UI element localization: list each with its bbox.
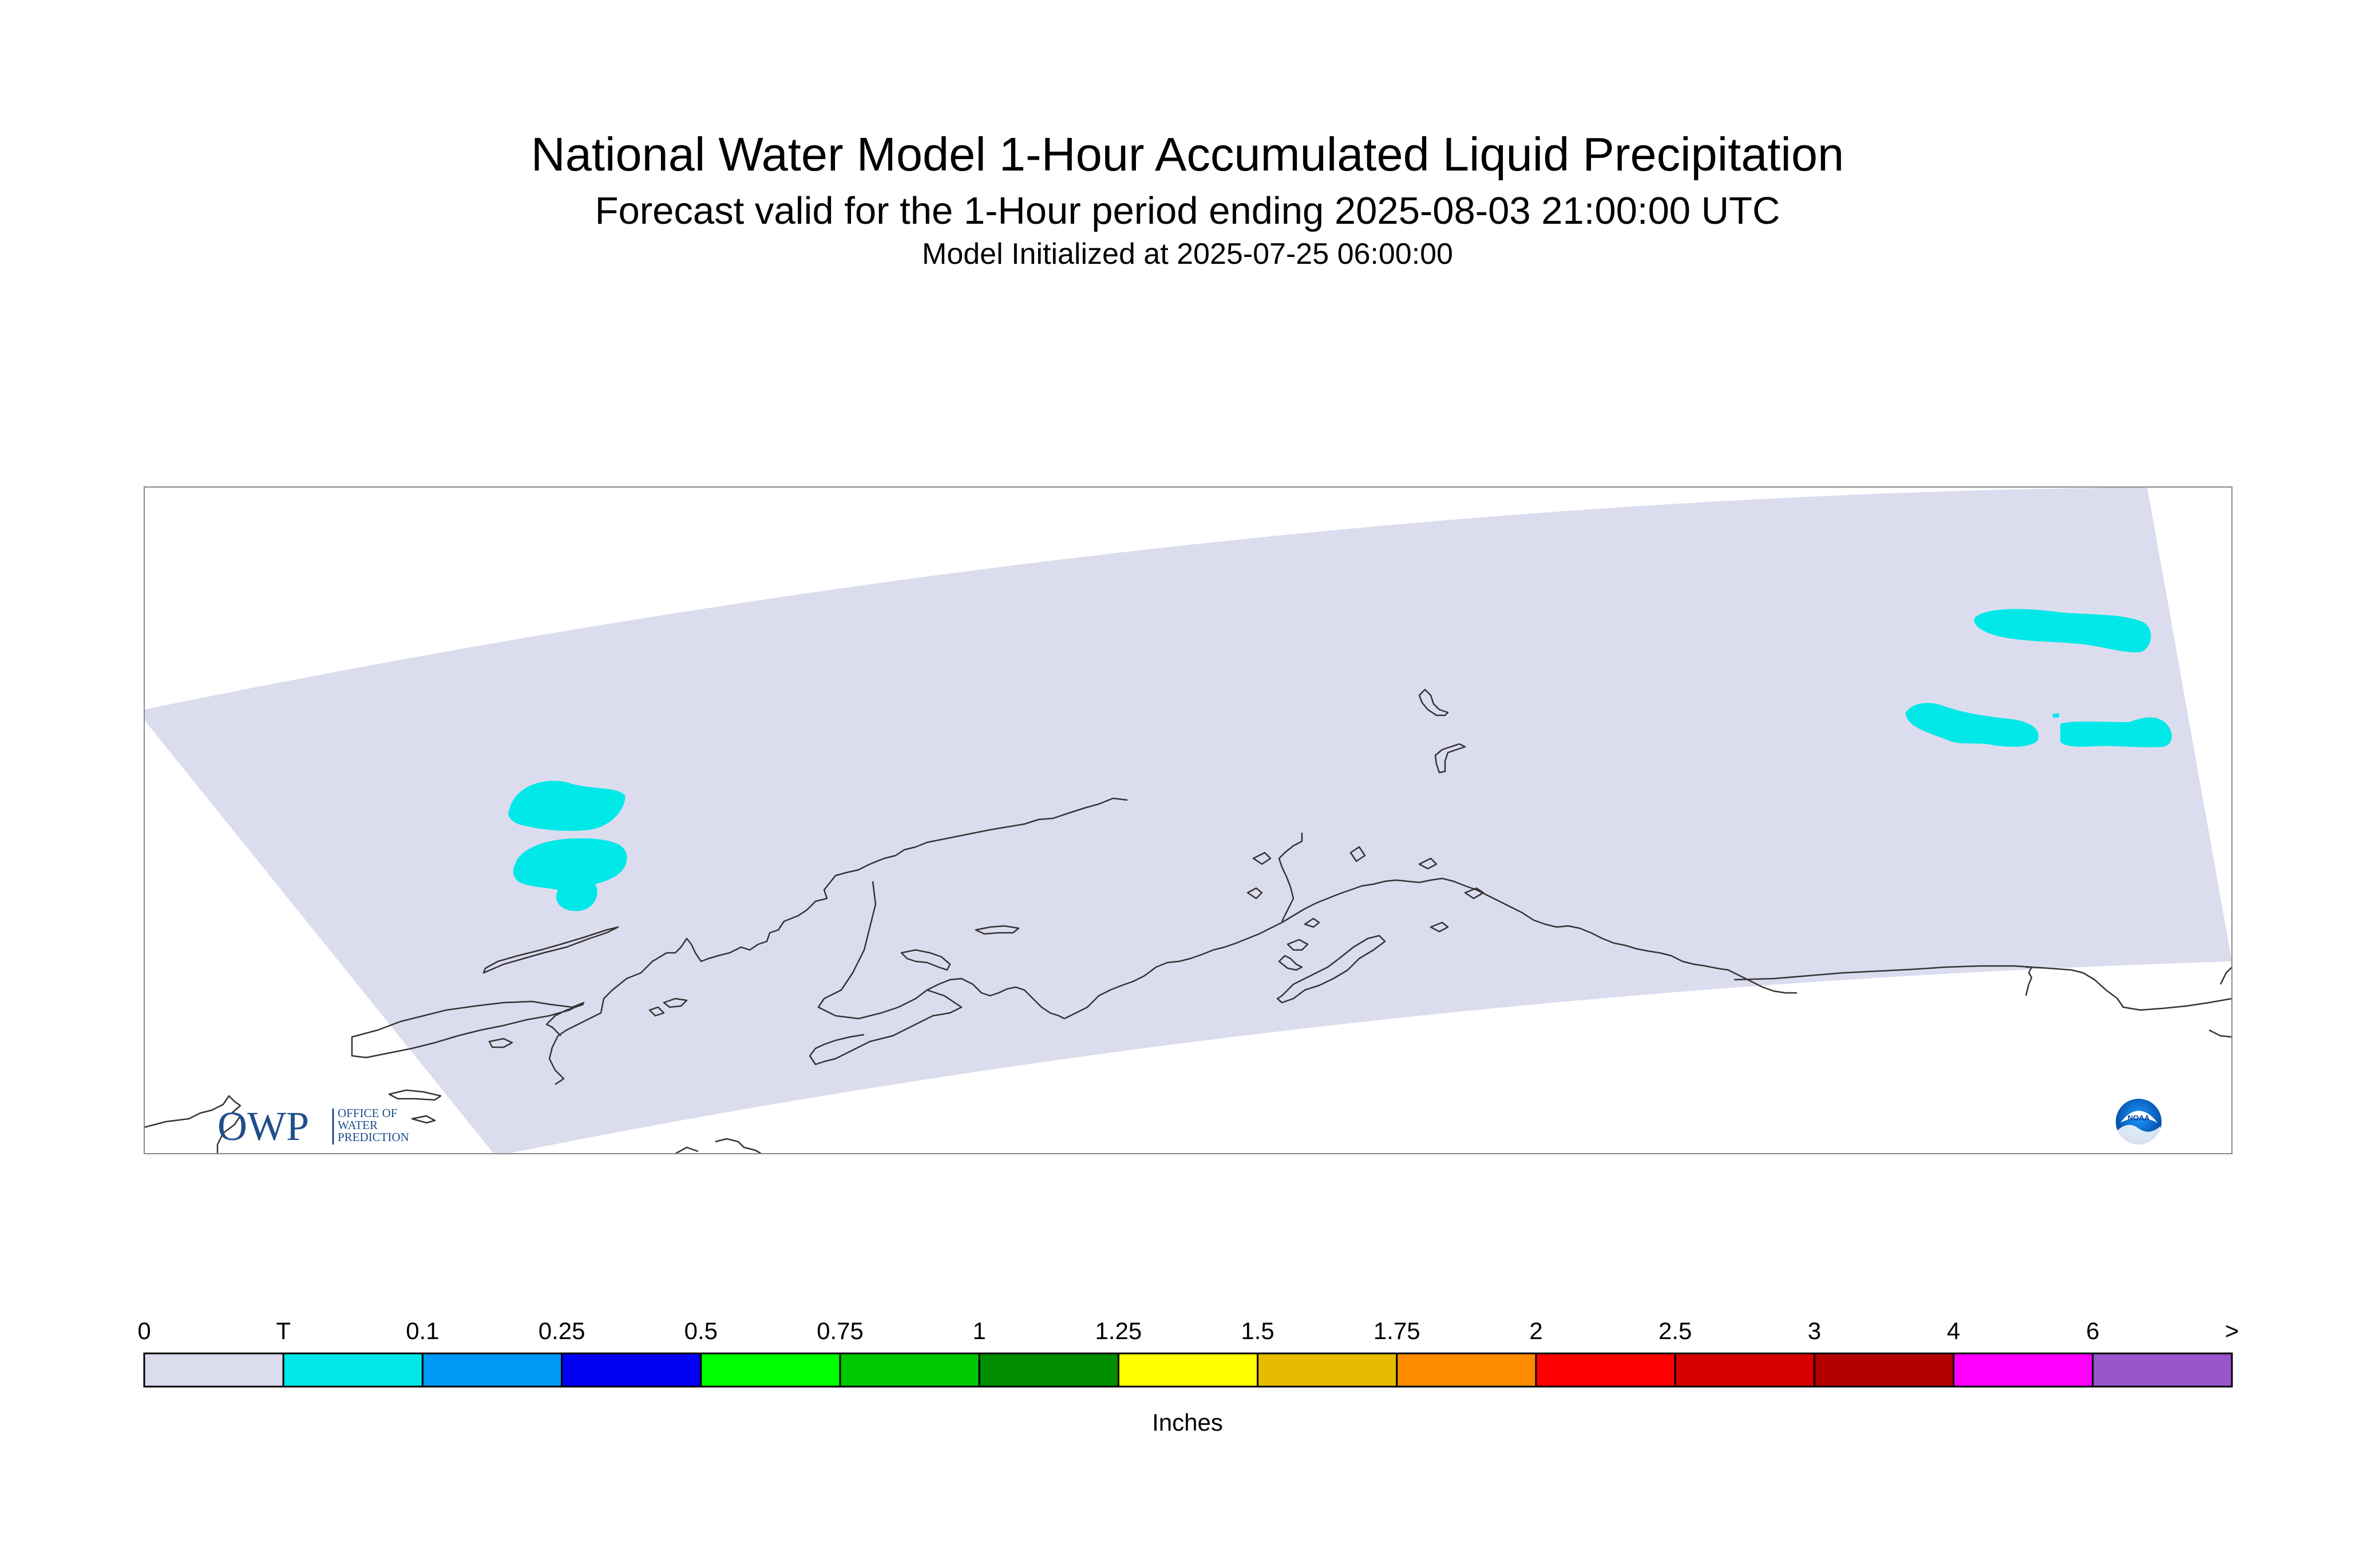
island	[488, 1038, 513, 1048]
legend-swatch	[143, 1352, 284, 1388]
legend-units: Inches	[1152, 1409, 1223, 1436]
legend-swatch	[1117, 1352, 1259, 1388]
legend-swatch	[1257, 1352, 1398, 1388]
island	[1278, 955, 1303, 971]
legend-swatch	[561, 1352, 702, 1388]
island-chain	[482, 926, 619, 974]
owp-logo-subtext-1: OFFICE OF	[338, 1106, 397, 1120]
island	[1464, 887, 1485, 900]
noaa-logo-wave	[2117, 1124, 2160, 1145]
precipitation-areas	[508, 609, 2172, 912]
coastline-east-2	[2208, 1029, 2232, 1038]
island	[1418, 857, 1438, 870]
island	[1287, 939, 1309, 951]
legend-swatch	[700, 1352, 841, 1388]
main-title: National Water Model 1-Hour Accumulated …	[531, 128, 1844, 181]
precip-blob	[513, 838, 627, 912]
island	[1246, 887, 1263, 900]
legend-label: 3	[1807, 1317, 1822, 1344]
legend-label: 1.5	[1241, 1317, 1274, 1344]
noaa-logo-text: NOAA	[2128, 1114, 2150, 1122]
coastline-stlawrence	[715, 1138, 762, 1154]
legend-label: 0.75	[817, 1317, 864, 1344]
coastline-seward	[545, 1003, 584, 1036]
legend-label: 1.75	[1373, 1317, 1420, 1344]
legend-swatch	[839, 1352, 980, 1388]
owp-logo: OWP OFFICE OF WATER PREDICTION	[217, 1103, 409, 1149]
legend-colorbar	[143, 1352, 2233, 1388]
island	[975, 925, 1020, 935]
coastline-mainland	[667, 797, 1128, 963]
precip-blob	[2053, 713, 2059, 718]
noaa-logo: NOAA	[2113, 1096, 2164, 1147]
precip-blob	[508, 781, 626, 831]
island	[1252, 852, 1272, 865]
coastline-kodiak	[1276, 935, 1386, 1004]
legend-swatch	[1813, 1352, 1955, 1388]
island	[1418, 688, 1449, 716]
precip-blob	[2060, 717, 2172, 747]
map-frame	[144, 486, 2232, 1154]
precip-blob	[1906, 703, 2038, 747]
island	[1434, 743, 1466, 774]
coastline-west	[548, 952, 667, 1086]
legend-label: 2	[1529, 1317, 1543, 1344]
legend-swatch	[2092, 1352, 2233, 1388]
legend-label: T	[276, 1317, 291, 1344]
coastline-chukotka	[144, 1095, 242, 1154]
island	[411, 1115, 436, 1124]
init-subtitle: Model Initialized at 2025-07-25 06:00:00	[922, 237, 1453, 271]
forecast-subtitle: Forecast valid for the 1-Hour period end…	[595, 189, 1780, 232]
legend-label: 6	[2086, 1317, 2100, 1344]
legend-label: 0.25	[538, 1317, 585, 1344]
legend-swatch	[421, 1352, 563, 1388]
island	[1304, 917, 1320, 928]
island-chain	[351, 1000, 585, 1059]
legend-swatch	[978, 1352, 1119, 1388]
legend-label: 0.1	[406, 1317, 440, 1344]
legend-swatch	[1396, 1352, 1537, 1388]
coastline-gulf	[1064, 877, 1797, 1020]
coastlines	[144, 688, 2232, 1154]
legend-label: 1	[972, 1317, 986, 1344]
legend-label: 1.25	[1095, 1317, 1142, 1344]
legend-label: 4	[1946, 1317, 1961, 1344]
island	[900, 949, 951, 971]
owp-logo-subtext-3: PREDICTION	[338, 1130, 409, 1144]
island	[663, 997, 688, 1008]
noaa-logo-bird	[2120, 1111, 2158, 1123]
legend-label: 0.5	[684, 1317, 718, 1344]
island	[1349, 846, 1366, 862]
legend-swatch	[1674, 1352, 1815, 1388]
precip-blob	[1974, 609, 2151, 652]
legend-label: 2.5	[1658, 1317, 1692, 1344]
legend-swatch	[282, 1352, 423, 1388]
coastline-east	[2219, 967, 2232, 985]
model-domain-area	[144, 487, 2232, 1154]
island	[388, 1089, 442, 1101]
coastline-panhandle	[1733, 965, 2232, 1011]
coastline-kenai	[1278, 833, 1303, 922]
coastline-bristol-bay	[817, 881, 928, 1020]
legend-label: >	[2224, 1317, 2239, 1344]
legend-swatch	[1953, 1352, 2094, 1388]
island	[648, 1006, 665, 1017]
coastline-bottom	[675, 1146, 699, 1154]
legend-swatch	[1535, 1352, 1676, 1388]
owp-logo-text: OWP	[217, 1103, 309, 1149]
coastline-peninsula-north	[927, 977, 1065, 1020]
coastline-peninsula	[809, 989, 963, 1066]
legend-label: 0	[137, 1317, 151, 1344]
coastline-panhandle-2	[2025, 966, 2033, 996]
island	[1430, 921, 1449, 933]
owp-logo-subtext-2: WATER	[338, 1118, 378, 1132]
